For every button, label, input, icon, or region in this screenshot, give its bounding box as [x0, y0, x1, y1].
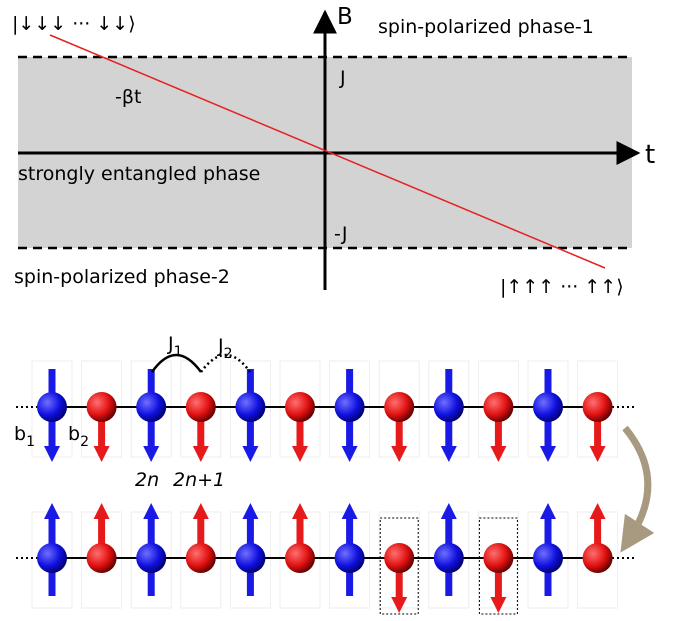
b2-base: b [68, 423, 80, 445]
spin-head [391, 597, 408, 613]
spin-chains [16, 360, 634, 615]
flipped-box [478, 517, 518, 615]
spin-head [440, 503, 457, 519]
spin-head [192, 503, 209, 519]
spin-head [440, 446, 457, 462]
spin-head [341, 503, 358, 519]
spin-site [533, 392, 563, 422]
state-down: |↓↓↓ ··· ↓↓⟩ [12, 13, 136, 35]
spin-head [490, 597, 507, 613]
spin-site [136, 392, 167, 422]
spin-site [582, 543, 613, 573]
spin-head [589, 503, 606, 519]
entangled-label: strongly entangled phase [18, 163, 260, 185]
spin-site [235, 392, 266, 422]
spin-head [143, 503, 160, 519]
state-up: |↑↑↑ ··· ↑↑⟩ [500, 276, 624, 298]
b1-label: b1 [14, 423, 35, 450]
spin-site [433, 392, 464, 422]
j-lower: -J [334, 223, 348, 245]
spin-site [582, 392, 613, 422]
spin-site [483, 543, 514, 573]
spin-site [185, 392, 216, 422]
b1-sub: 1 [26, 434, 35, 450]
spin-site [384, 392, 415, 422]
spin-site [136, 543, 167, 573]
spin-site [285, 392, 315, 422]
spin-head [143, 446, 160, 462]
spin-site [235, 543, 266, 573]
spin-head [44, 446, 60, 462]
spin-site [37, 543, 67, 573]
spin-site [334, 543, 365, 573]
spin-head [192, 446, 209, 462]
spin-head [93, 503, 110, 519]
phase-1: spin-polarized phase-1 [378, 16, 594, 38]
j2-label: J2 [217, 335, 233, 362]
j-upper: J [339, 67, 346, 89]
spin-site [384, 543, 415, 573]
spin-site [285, 543, 315, 573]
transition-arrow [620, 425, 655, 553]
phase-2: spin-polarized phase-2 [14, 266, 230, 288]
spin-head [93, 446, 110, 462]
spin-site [185, 543, 216, 573]
b2-sub: 2 [80, 434, 89, 450]
j2-bond [199, 353, 252, 373]
spin-site [86, 392, 117, 422]
slope: -βt [115, 86, 141, 108]
axis-t: t [645, 140, 655, 170]
site-even: 2n [135, 469, 159, 491]
spin-head [341, 446, 358, 462]
spin-head [292, 446, 308, 462]
site-odd: 2n+1 [173, 469, 225, 491]
spin-head [242, 503, 259, 519]
spin-head [242, 446, 259, 462]
spin-head [391, 446, 408, 462]
j1-base: J [167, 333, 174, 355]
j2-sub: 2 [224, 346, 233, 362]
spin-site [433, 543, 464, 573]
spin-head [540, 446, 556, 462]
spin-site [334, 392, 365, 422]
spin-head [589, 446, 606, 462]
b2-label: b2 [68, 423, 89, 450]
spin-head [44, 503, 60, 519]
flipped-box [379, 517, 419, 615]
j2-base: J [217, 335, 224, 357]
j1-sub: 1 [174, 344, 183, 360]
spin-site [37, 392, 67, 422]
spin-site [533, 543, 563, 573]
j1-bond [150, 353, 203, 373]
spin-head [292, 503, 308, 519]
spin-site [86, 543, 117, 573]
spin-head [540, 503, 556, 519]
axis-b: B [337, 4, 353, 30]
j1-label: J1 [167, 333, 183, 360]
field-line [49, 34, 606, 269]
spin-head [490, 446, 507, 462]
b1-base: b [14, 423, 26, 445]
spin-site [483, 392, 514, 422]
